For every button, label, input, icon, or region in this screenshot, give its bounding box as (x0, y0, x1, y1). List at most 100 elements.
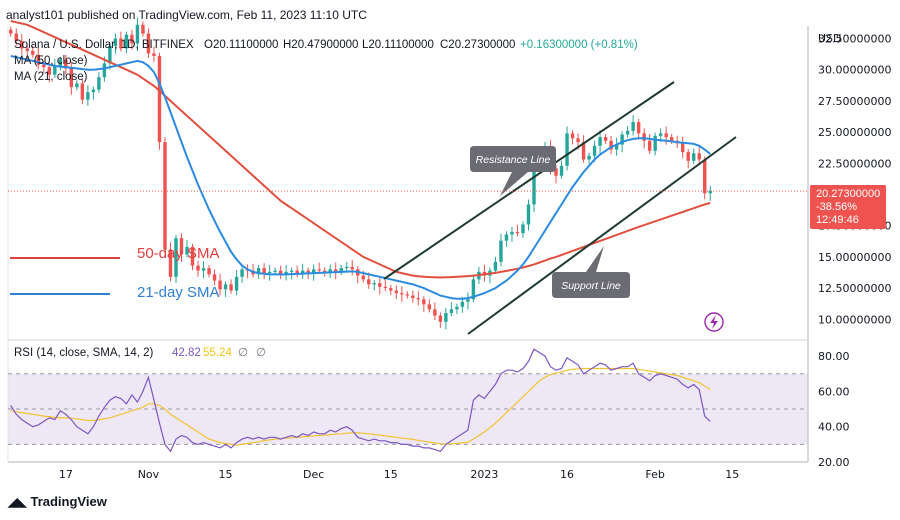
candle-body (400, 293, 404, 295)
candle-body (466, 299, 470, 302)
candle-body (75, 83, 79, 88)
candle-body (614, 144, 619, 150)
candle-body (493, 261, 498, 271)
na-icon: ∅ (256, 347, 266, 359)
ma50-legend[interactable]: MA (50, close) (14, 55, 88, 67)
candle-body (113, 38, 118, 46)
candle-body (317, 269, 321, 271)
candle-body (295, 270, 299, 275)
candle-body (124, 34, 129, 49)
candle-body (372, 283, 376, 285)
support-callout-bubble (552, 246, 630, 298)
candle-body (267, 271, 272, 274)
candle-body (559, 165, 564, 176)
ma21-line (10, 55, 711, 300)
channel-lines (383, 81, 737, 335)
candle-body (64, 59, 68, 69)
candle-body (9, 29, 13, 34)
candle-body (163, 142, 167, 250)
candle-body (455, 306, 459, 310)
symbol-title[interactable]: Solana / U.S. Dollar, 1D, BITFINEX (14, 39, 194, 51)
rsi-value: 42.82 (172, 347, 201, 359)
ma21-legend[interactable]: MA (21, close) (14, 71, 88, 83)
price-tick-label: 12.50000000 (818, 282, 891, 295)
support-line (467, 136, 737, 335)
candle-body (146, 33, 151, 54)
na-icon: ∅ (238, 347, 248, 359)
candle-body (328, 269, 332, 272)
candle-body (504, 234, 509, 241)
candle-body (14, 33, 18, 41)
sma50-annotation: 50-day SMA (137, 245, 220, 262)
candle-body (234, 276, 239, 291)
candle-body (389, 288, 393, 291)
candle-body (69, 68, 74, 88)
support-callout[interactable]: Support Line (552, 246, 630, 298)
candle-body (669, 137, 674, 141)
last-price-label[interactable]: 20.27300000 -38.56% 12:49:46 (810, 185, 886, 229)
candle-body (240, 269, 244, 277)
tradingview-logo-icon: ◢◣ (8, 495, 27, 509)
candle-body (53, 65, 57, 75)
price-pane[interactable] (8, 26, 808, 338)
rsi-tick-label: 20.00 (818, 456, 850, 469)
last-price-countdown: 12:49:46 (816, 214, 859, 226)
candle-body (152, 53, 156, 56)
rsi-tick-label: 60.00 (818, 385, 850, 398)
candle-body (350, 266, 354, 270)
candle-body (686, 152, 690, 161)
candle-body (603, 137, 608, 141)
candle-body (433, 309, 437, 316)
rsi-legend[interactable]: RSI (14, close, SMA, 14, 2) (14, 347, 154, 359)
resistance-callout[interactable]: Resistance Line (470, 146, 556, 196)
candle-body (438, 315, 443, 322)
candle-body (262, 268, 266, 274)
candle-body (256, 268, 261, 275)
lightning-icon[interactable] (704, 312, 724, 332)
ohlc-close: C20.27300000 (440, 39, 515, 51)
ohlc-change: +0.16300000 (+0.81%) (520, 39, 638, 51)
moving-averages (10, 20, 711, 300)
candle-body (97, 77, 101, 90)
candle-body (405, 294, 410, 296)
candle-body (25, 48, 29, 51)
rsi-lines (10, 348, 711, 453)
candle-body (20, 40, 24, 49)
time-tick-label: Dec (303, 468, 324, 481)
publish-info: analyst101 published on TradingView.com,… (6, 8, 367, 22)
candle-body (708, 190, 712, 194)
time-tick-label: Feb (645, 468, 664, 481)
candle-body (284, 271, 288, 275)
candle-body (185, 246, 189, 255)
candle-body (141, 24, 145, 34)
candle-body (311, 269, 316, 274)
candle-body (422, 299, 426, 305)
candle-body (190, 246, 195, 266)
candle-body (345, 266, 349, 269)
candle-body (460, 301, 465, 307)
ohlc-low: L20.11100000 (362, 39, 434, 51)
candle-body (130, 34, 134, 44)
candle-body (394, 290, 399, 294)
candle-body (273, 270, 277, 272)
candle-body (86, 92, 90, 100)
rsi-tick-label: 80.00 (818, 350, 850, 363)
candle-body (322, 270, 327, 272)
last-price-value: 20.27300000 (816, 188, 880, 200)
candle-body (174, 238, 178, 277)
candle-body (444, 313, 448, 322)
rsi-tick-label: 40.00 (818, 421, 850, 434)
candle-body (576, 138, 580, 143)
candle-body (587, 155, 591, 160)
candle-body (532, 154, 536, 205)
price-tick-label: 10.00000000 (818, 313, 891, 326)
candle-body (207, 268, 211, 275)
tradingview-brand[interactable]: ◢◣ TradingView (8, 494, 107, 509)
candle-body (680, 143, 685, 153)
candle-body (300, 270, 305, 275)
price-tick-label: 30.00000000 (818, 64, 891, 77)
last-price-bg (810, 185, 886, 229)
candle-body (361, 275, 365, 280)
candle-body (449, 309, 454, 314)
